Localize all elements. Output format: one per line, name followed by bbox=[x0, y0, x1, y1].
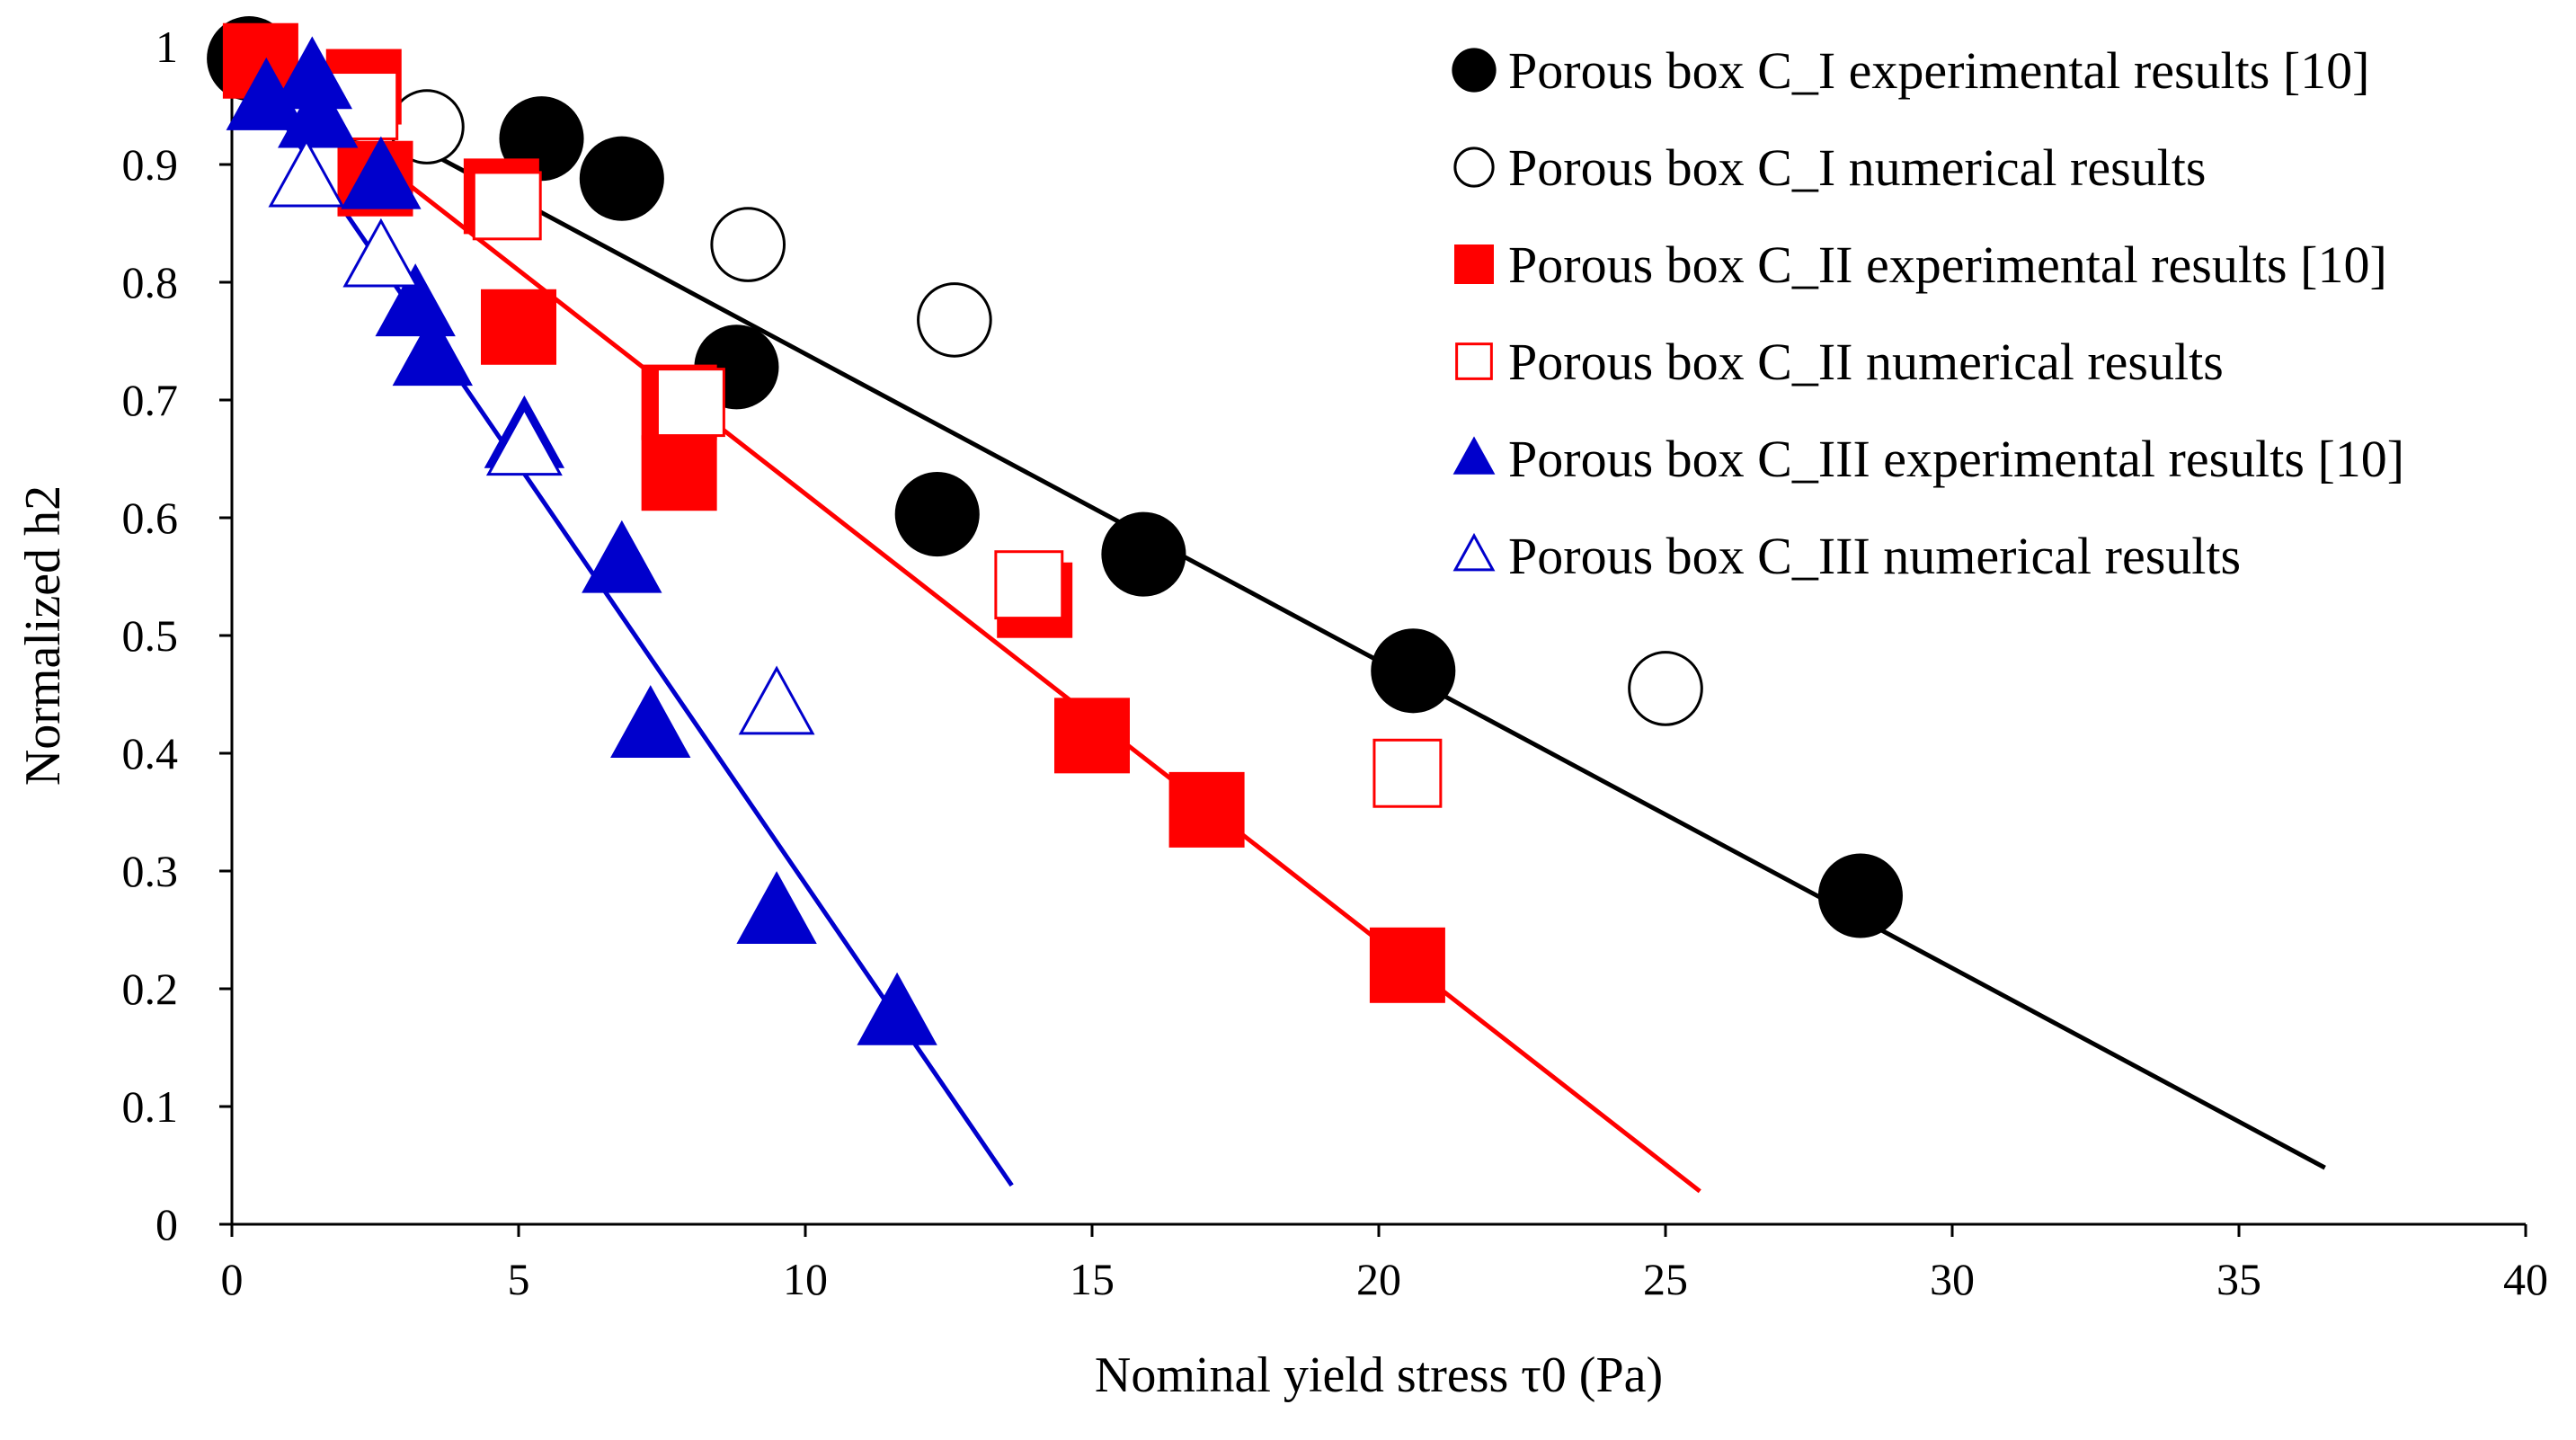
data-point-square-filled bbox=[1369, 927, 1445, 1003]
data-point-triangle-filled bbox=[610, 685, 691, 759]
trendline bbox=[230, 45, 1701, 1194]
legend-label: Porous box C_III numerical results bbox=[1508, 527, 2241, 585]
data-point-triangle-filled bbox=[226, 57, 306, 130]
data-point-square-filled bbox=[1168, 771, 1245, 848]
data-point-triangle-filled bbox=[736, 871, 817, 945]
data-point-circle-open bbox=[917, 282, 992, 358]
legend-label: Porous box C_I experimental results [10] bbox=[1508, 41, 2369, 100]
legend-marker bbox=[1452, 48, 1497, 93]
data-point-circle-filled bbox=[1817, 853, 1903, 938]
legend-marker bbox=[1453, 147, 1495, 188]
data-point-circle-filled bbox=[1101, 511, 1186, 597]
x-tick-label: 40 bbox=[2503, 1254, 2548, 1304]
data-point-square-open bbox=[994, 550, 1064, 620]
data-point-square-open bbox=[472, 171, 542, 241]
legend-marker bbox=[1455, 342, 1493, 380]
data-point-circle-filled bbox=[894, 472, 980, 557]
legend-label: Porous box C_II numerical results bbox=[1508, 333, 2224, 391]
trendline bbox=[230, 44, 2326, 1170]
data-point-circle-filled bbox=[579, 136, 664, 221]
data-point-triangle-filled bbox=[392, 313, 473, 387]
data-point-triangle-open bbox=[738, 665, 815, 735]
data-point-circle-open bbox=[1628, 651, 1703, 726]
data-point-square-open bbox=[655, 368, 725, 438]
legend-label: Porous box C_III experimental results [1… bbox=[1508, 430, 2404, 488]
x-tick-label: 0 bbox=[221, 1254, 244, 1304]
trendline bbox=[229, 45, 1014, 1187]
y-tick-label: 0.2 bbox=[122, 964, 179, 1014]
x-tick-label: 10 bbox=[783, 1254, 828, 1304]
trendlines bbox=[229, 44, 2326, 1194]
data-point-triangle-filled bbox=[857, 972, 937, 1045]
data-point-square-filled bbox=[481, 289, 556, 365]
legend-label: Porous box C_I numerical results bbox=[1508, 138, 2206, 197]
legend-marker bbox=[1452, 532, 1496, 572]
legend-marker bbox=[1454, 244, 1494, 284]
y-tick-label: 0.1 bbox=[122, 1081, 179, 1132]
data-point-triangle-filled bbox=[278, 75, 359, 148]
data-point-square-open bbox=[1372, 738, 1443, 808]
data-points bbox=[207, 16, 1903, 1045]
y-tick-label: 0.7 bbox=[122, 375, 179, 425]
x-tick-label: 20 bbox=[1356, 1254, 1401, 1304]
data-point-triangle-open bbox=[485, 406, 563, 476]
data-point-triangle-open bbox=[342, 218, 420, 288]
data-point-triangle-filled bbox=[582, 520, 662, 593]
y-tick-label: 0.8 bbox=[122, 257, 179, 307]
y-tick-label: 0.5 bbox=[122, 610, 179, 661]
x-tick-label: 25 bbox=[1643, 1254, 1688, 1304]
y-tick-label: 0.6 bbox=[122, 493, 179, 543]
axes: 0 5 10 15 20 25 30 35 40 0 0.1 0.2 0.3 0.4 0.5 0.6 0.7 0.… bbox=[122, 22, 2549, 1304]
y-tick-label: 0.9 bbox=[122, 139, 179, 190]
data-point-triangle-filled bbox=[375, 263, 456, 337]
y-tick-label: 0 bbox=[155, 1199, 178, 1249]
data-point-circle-filled bbox=[1371, 628, 1456, 714]
y-tick-label: 0.3 bbox=[122, 846, 179, 896]
y-tick-label: 0.4 bbox=[122, 728, 179, 778]
data-point-square-filled bbox=[1054, 698, 1130, 774]
legend-label: Porous box C_II experimental results [10… bbox=[1508, 236, 2387, 294]
data-point-triangle-filled bbox=[271, 36, 353, 110]
y-tick-label: 1 bbox=[155, 22, 178, 72]
x-tick-label: 35 bbox=[2216, 1254, 2261, 1304]
data-point-circle-open bbox=[710, 207, 786, 282]
y-axis-label: Normalized h2 bbox=[15, 485, 71, 786]
data-point-square-filled bbox=[641, 435, 717, 511]
x-tick-label: 5 bbox=[508, 1254, 530, 1304]
legend-marker bbox=[1452, 436, 1496, 475]
x-tick-label: 30 bbox=[1930, 1254, 1975, 1304]
legend: Porous box C_I experimental results [10]… bbox=[1452, 41, 2404, 585]
data-point-triangle-open bbox=[268, 138, 345, 208]
x-tick-label: 15 bbox=[1070, 1254, 1115, 1304]
data-point-triangle-filled bbox=[341, 136, 422, 209]
x-axis-label: Nominal yield stress τ0 (Pa) bbox=[1095, 1347, 1663, 1403]
